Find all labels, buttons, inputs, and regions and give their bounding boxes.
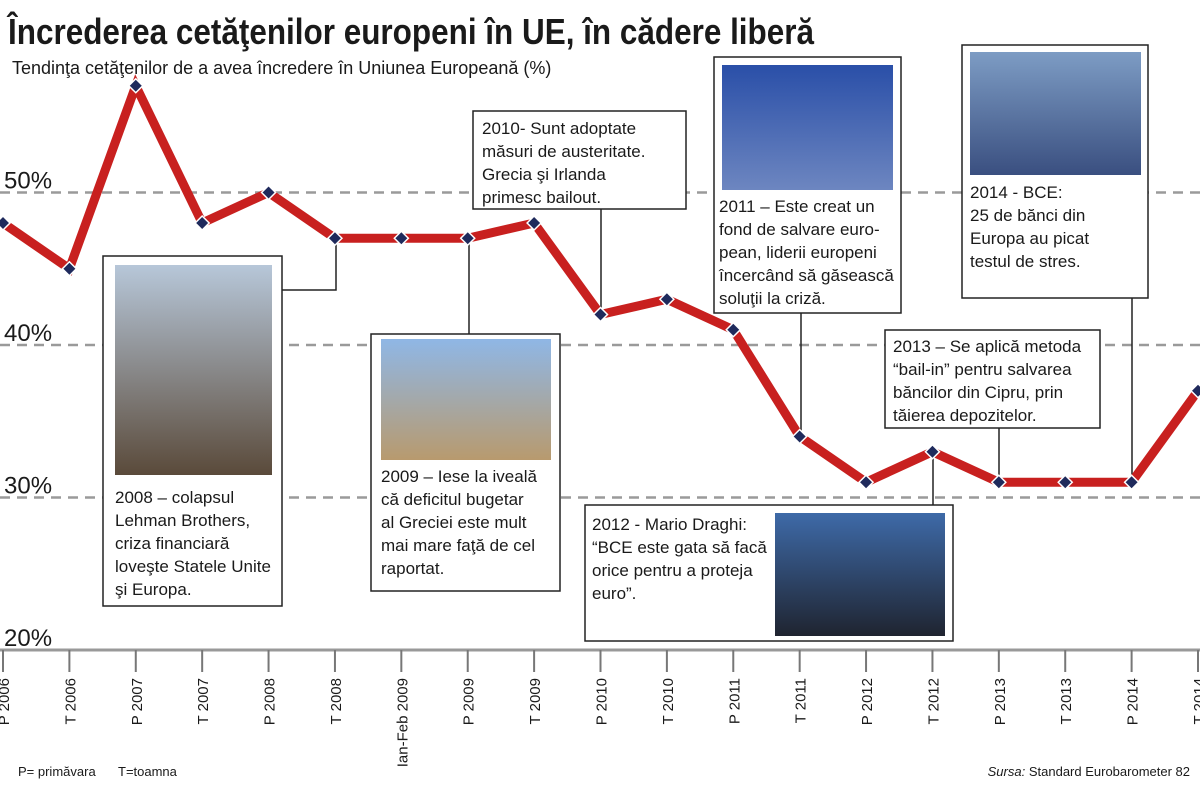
annotation-text: mai mare faţă de cel (381, 536, 535, 555)
x-tick-label: P 2008 (262, 678, 279, 725)
y-tick-label: 50% (4, 168, 52, 195)
photo (970, 52, 1141, 175)
annotation-text: orice pentru a proteja (592, 561, 753, 580)
point (1123, 474, 1140, 491)
annotation-text: măsuri de austeritate. (482, 142, 645, 161)
y-tick-label: 40% (4, 320, 52, 347)
x-tick-label: Ian-Feb 2009 (394, 678, 411, 767)
x-tick-label: T 2014 (1191, 678, 1200, 724)
annotation-text: euro”. (592, 584, 636, 603)
point (725, 321, 742, 338)
source: Sursa: Standard Eurobarometer 82 (988, 764, 1190, 779)
annotation-text: Grecia şi Irlanda (482, 165, 606, 184)
point (194, 214, 211, 232)
point (1189, 382, 1200, 399)
chart-title: Încrederea cetăţenilor europeni în UE, î… (6, 10, 815, 52)
point (0, 214, 12, 232)
annotation-text: fond de salvare euro- (719, 220, 880, 239)
x-tick-label: T 2012 (925, 678, 942, 724)
source-label: Sursa: (988, 764, 1026, 779)
point (260, 184, 277, 201)
x-tick-label: T 2006 (62, 678, 79, 724)
point (459, 230, 476, 247)
point (61, 260, 78, 277)
point (592, 306, 609, 323)
annotation-text: 2012 - Mario Draghi: (592, 515, 747, 534)
x-tick-label: P 2009 (461, 678, 478, 725)
point (127, 77, 144, 94)
annotation-text: testul de stres. (970, 252, 1081, 271)
annotation-text: Lehman Brothers, (115, 511, 250, 530)
annotation-text: “bail-in” pentru salvarea (893, 360, 1072, 379)
source-text: Standard Eurobarometer 82 (1029, 764, 1190, 779)
annotation-text: tăierea depozitelor. (893, 406, 1037, 425)
point (526, 214, 543, 232)
annotation-text: 2014 - BCE: (970, 183, 1063, 202)
photo (115, 265, 272, 475)
x-tick-label: P 2007 (129, 678, 146, 725)
annotation-text: 2008 – colapsul (115, 488, 234, 507)
annotation-text: loveşte Statele Unite (115, 557, 271, 576)
annotation-text: şi Europa. (115, 580, 192, 599)
annotation-text: 2009 – Iese la iveală (381, 467, 537, 486)
point (857, 474, 875, 491)
x-tick-label: T 2008 (328, 678, 345, 724)
y-tick-label: 20% (4, 625, 52, 652)
annotation-box (884, 329, 1101, 429)
annotation-text: soluţii la criză. (719, 289, 826, 308)
photo (722, 65, 893, 190)
annotation-text: “BCE este gata să facă (592, 538, 767, 557)
point (393, 230, 410, 247)
chart-subtitle: Tendinţa cetăţenilor de a avea încredere… (12, 58, 551, 78)
annotation-text: 2010- Sunt adoptate (482, 119, 636, 138)
x-tick-label: P 2012 (859, 678, 876, 725)
point (791, 428, 808, 445)
annotation-text: Europa au picat (970, 229, 1089, 248)
x-tick-label: P 2013 (992, 678, 1009, 725)
annotation-text: criza financiară (115, 534, 230, 553)
annotation-text: pean, liderii europeni (719, 243, 877, 262)
annotation-text: 2011 – Este creat un (719, 197, 875, 216)
annotation-text: al Greciei este mult (381, 513, 527, 532)
x-tick-label: P 2010 (594, 678, 611, 725)
annotation-box (472, 110, 687, 210)
annotation-text: băncilor din Cipru, prin (893, 383, 1063, 402)
x-tick-label: T 2010 (660, 678, 677, 724)
x-tick-label: P 2011 (726, 678, 743, 724)
annotation-text: 25 de bănci din (970, 206, 1085, 225)
y-tick-label: 30% (4, 473, 52, 500)
point (658, 291, 675, 308)
x-tick-label: P 2006 (0, 678, 13, 725)
x-tick-label: T 2011 (793, 678, 810, 723)
legend-note: P= primăvara (18, 764, 96, 779)
point (924, 443, 941, 460)
point (1057, 474, 1074, 491)
annotation-text: primesc bailout. (482, 188, 601, 207)
annotation-text: raportat. (381, 559, 444, 578)
x-tick-label: T 2007 (195, 678, 212, 724)
x-tick-label: P 2014 (1125, 678, 1142, 725)
annotation-text: încercând să găsească (718, 266, 894, 285)
photo (775, 513, 945, 636)
annotation-text: 2013 – Se aplică metoda (893, 337, 1082, 356)
point (990, 474, 1007, 491)
photo (381, 339, 551, 460)
x-tick-label: T 2009 (527, 678, 544, 724)
point (326, 230, 344, 247)
annotation-text: că deficitul bugetar (381, 490, 524, 509)
x-tick-label: T 2013 (1058, 678, 1075, 724)
connector (282, 238, 337, 291)
legend-note: T=toamna (118, 764, 178, 779)
